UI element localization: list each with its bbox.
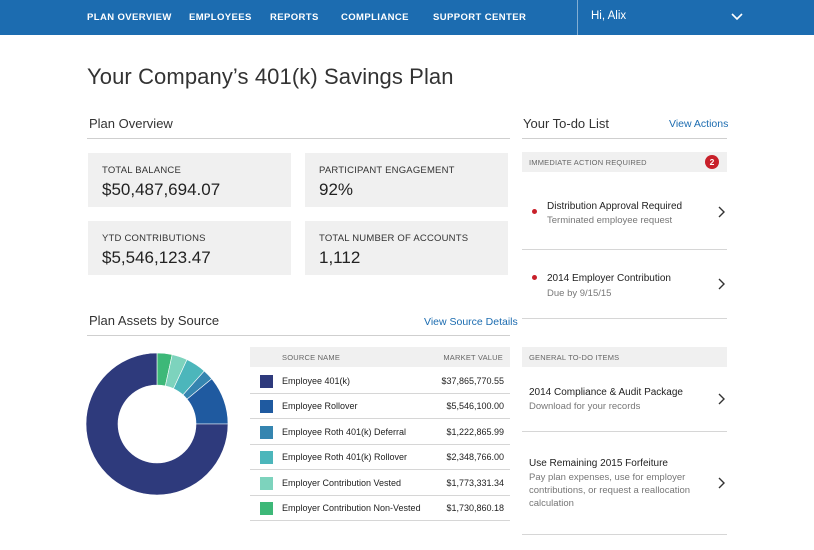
market-value: $1,730,860.18 bbox=[446, 503, 504, 513]
nav-compliance[interactable]: COMPLIANCE bbox=[341, 12, 409, 23]
todo-item-employer-contribution[interactable]: 2014 Employer Contribution Due by 9/15/1… bbox=[522, 250, 727, 319]
user-greeting[interactable]: Hi, Alix bbox=[591, 10, 627, 22]
view-actions-link[interactable]: View Actions bbox=[669, 118, 729, 130]
view-source-details-link[interactable]: View Source Details bbox=[424, 316, 518, 328]
stat-label: TOTAL BALANCE bbox=[102, 165, 181, 176]
market-value: $5,546,100.00 bbox=[446, 401, 504, 412]
section-divider bbox=[522, 138, 727, 139]
market-value: $2,348,766.00 bbox=[446, 452, 504, 463]
immediate-action-label: IMMEDIATE ACTION REQUIRED bbox=[529, 158, 647, 167]
stat-value: $50,487,694.07 bbox=[102, 180, 221, 199]
plan-overview-heading: Plan Overview bbox=[89, 116, 173, 131]
chevron-right-icon bbox=[718, 206, 725, 218]
assets-table-header: SOURCE NAME MARKET VALUE bbox=[250, 347, 510, 367]
legend-swatch bbox=[260, 502, 273, 515]
todo-item-title: Use Remaining 2015 Forfeiture bbox=[529, 458, 668, 469]
plan-assets-heading: Plan Assets by Source bbox=[89, 313, 220, 328]
nav-support-center[interactable]: SUPPORT CENTER bbox=[433, 12, 527, 23]
column-header-value: MARKET VALUE bbox=[443, 353, 503, 362]
stat-card-total-accounts: TOTAL NUMBER OF ACCOUNTS 1,112 bbox=[305, 221, 508, 275]
todo-item-title: 2014 Compliance & Audit Package bbox=[529, 387, 683, 398]
source-name: Employee 401(k) bbox=[282, 376, 351, 386]
section-divider bbox=[87, 335, 510, 336]
source-name: Employer Contribution Vested bbox=[282, 477, 402, 488]
legend-swatch bbox=[260, 476, 273, 490]
todo-item-compliance-package[interactable]: 2014 Compliance & Audit Package Download… bbox=[522, 367, 727, 432]
table-row: Employee Roth 401(k) Rollover $2,348,766.… bbox=[250, 445, 510, 471]
market-value: $1,222,865.99 bbox=[446, 426, 504, 437]
stat-card-total-balance: TOTAL BALANCE $50,487,694.07 bbox=[88, 153, 291, 207]
chevron-right-icon bbox=[718, 393, 725, 405]
source-name: Employee Rollover bbox=[282, 401, 358, 412]
legend-swatch bbox=[260, 375, 273, 388]
column-header-source: SOURCE NAME bbox=[282, 353, 341, 362]
nav-employees[interactable]: EMPLOYEES bbox=[189, 12, 252, 23]
market-value: $1,773,331.34 bbox=[446, 477, 504, 488]
nav-divider bbox=[577, 0, 578, 35]
todo-item-forfeiture[interactable]: Use Remaining 2015 Forfeiture Pay plan e… bbox=[522, 432, 727, 535]
general-todo-label: GENERAL TO-DO ITEMS bbox=[529, 353, 620, 362]
nav-plan-overview[interactable]: PLAN OVERVIEW bbox=[87, 12, 172, 23]
immediate-count-badge: 2 bbox=[705, 155, 719, 169]
stat-card-participant-engagement: PARTICIPANT ENGAGEMENT 92% bbox=[305, 153, 508, 207]
stat-label: YTD CONTRIBUTIONS bbox=[102, 233, 206, 244]
legend-swatch bbox=[260, 425, 273, 439]
todo-item-subtitle: Terminated employee request bbox=[547, 215, 673, 226]
legend-swatch bbox=[260, 451, 273, 465]
todo-item-subtitle: Download for your records bbox=[529, 401, 641, 412]
table-row: Employer Contribution Non-Vested $1,730,8… bbox=[250, 496, 510, 521]
page-title: Your Company’s 401(k) Savings Plan bbox=[87, 64, 454, 89]
section-divider bbox=[87, 138, 510, 139]
stat-label: PARTICIPANT ENGAGEMENT bbox=[319, 165, 455, 176]
chevron-right-icon bbox=[718, 477, 725, 489]
stat-value: $5,546,123.47 bbox=[102, 248, 211, 267]
source-name: Employer Contribution Non-Vested bbox=[282, 503, 421, 513]
alert-dot-icon bbox=[532, 209, 537, 214]
todo-item-title: Distribution Approval Required bbox=[547, 201, 683, 212]
todo-heading: Your To-do List bbox=[523, 116, 610, 131]
stat-card-ytd-contributions: YTD CONTRIBUTIONS $5,546,123.47 bbox=[88, 221, 291, 275]
alert-dot-icon bbox=[532, 275, 537, 280]
stat-value: 92% bbox=[319, 180, 354, 199]
nav-reports[interactable]: REPORTS bbox=[270, 12, 319, 23]
todo-item-subtitle: Due by 9/15/15 bbox=[547, 288, 612, 299]
todo-item-title: 2014 Employer Contribution bbox=[547, 273, 671, 284]
table-row: Employee Roth 401(k) Deferral $1,222,865.… bbox=[250, 420, 510, 445]
chevron-down-icon[interactable] bbox=[730, 12, 744, 22]
chevron-right-icon bbox=[718, 278, 725, 290]
table-row: Employee 401(k) $37,865,770.55 bbox=[250, 369, 510, 394]
top-nav: PLAN OVERVIEW EMPLOYEES REPORTS COMPLIAN… bbox=[0, 0, 814, 35]
todo-item-distribution-approval[interactable]: Distribution Approval Required Terminate… bbox=[522, 172, 727, 250]
source-name: Employee Roth 401(k) Rollover bbox=[282, 452, 408, 463]
assets-donut-chart bbox=[85, 352, 229, 496]
todo-item-subtitle: Pay plan expenses, use for employer cont… bbox=[529, 472, 691, 509]
general-todo-header: GENERAL TO-DO ITEMS bbox=[522, 347, 727, 367]
table-row: Employee Rollover $5,546,100.00 bbox=[250, 394, 510, 420]
immediate-action-header: IMMEDIATE ACTION REQUIRED 2 bbox=[522, 152, 727, 172]
stat-value: 1,112 bbox=[319, 248, 361, 267]
legend-swatch bbox=[260, 400, 273, 414]
source-name: Employee Roth 401(k) Deferral bbox=[282, 426, 407, 437]
table-row: Employer Contribution Vested $1,773,331.3… bbox=[250, 471, 510, 496]
donut-slice bbox=[85, 352, 229, 496]
stat-label: TOTAL NUMBER OF ACCOUNTS bbox=[319, 233, 469, 244]
market-value: $37,865,770.55 bbox=[441, 376, 504, 386]
